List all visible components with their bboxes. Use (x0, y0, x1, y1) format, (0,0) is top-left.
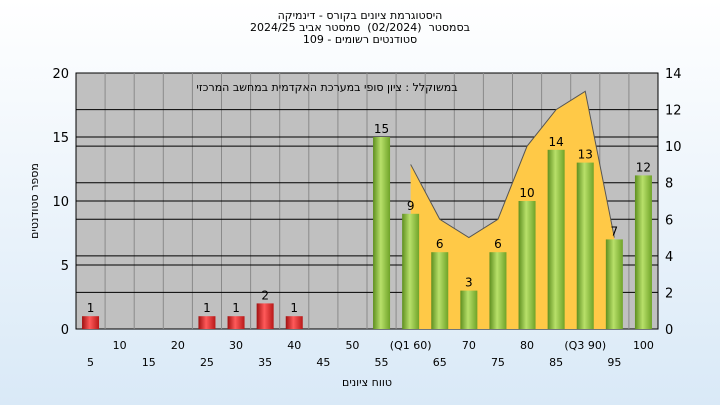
x-tick-label: (Q1 60) (390, 339, 432, 352)
y2-tick-label: 2 (665, 286, 673, 301)
bar (547, 149, 565, 329)
bar (285, 316, 303, 329)
x-tick-label: 85 (549, 356, 563, 369)
bar (402, 213, 420, 329)
bar-value-label: 1 (87, 301, 95, 315)
bar-value-label: 12 (636, 160, 651, 174)
title-line-1: היסטוגרמת ציונים בקורס - דינמיקה (277, 9, 443, 22)
x-tick-label: 15 (142, 356, 156, 369)
bar-value-label: 1 (290, 301, 298, 315)
bar (518, 201, 536, 329)
title-line-2: בסמסטר (02/2024) סמסטר אביב 2024/25 (249, 21, 471, 34)
x-tick-label: 65 (433, 356, 447, 369)
bar (198, 316, 216, 329)
x-tick-label: 35 (258, 356, 272, 369)
x-tick-label: 95 (607, 356, 621, 369)
y-tick-label: 15 (52, 131, 69, 146)
x-tick-label: 80 (520, 339, 534, 352)
x-tick-label: 70 (462, 339, 476, 352)
bar-value-label: 14 (549, 135, 564, 149)
bar-value-label: 3 (465, 276, 473, 290)
bar-value-label: 15 (374, 122, 389, 136)
bar-value-label: 2 (261, 288, 269, 302)
bar (82, 316, 100, 329)
x-tick-label: 50 (345, 339, 359, 352)
x-tick-label: 100 (633, 339, 654, 352)
x-tick-label: 40 (287, 339, 301, 352)
y2-tick-label: 14 (665, 67, 682, 82)
x-tick-label: 55 (375, 356, 389, 369)
y-axis-right: 0 2 4 6 8 10 12 14 (665, 67, 682, 338)
bar (227, 316, 245, 329)
y2-tick-label: 6 (665, 213, 673, 228)
x-tick-label: (Q3 90) (564, 339, 606, 352)
title-line-3: סטודנטים רשומים - 109 (302, 33, 418, 46)
bar-value-label: 9 (407, 199, 415, 213)
y-tick-label: 20 (52, 67, 69, 82)
bar (489, 252, 507, 329)
y-tick-label: 10 (52, 195, 69, 210)
chart-annotation: במשוקלל : ציון סופי במערכת האקדמית במחשב… (196, 81, 457, 94)
y-axis-title: מספר סטודנטים (28, 163, 41, 239)
y-tick-label: 0 (61, 323, 69, 338)
bar-value-label: 1 (203, 301, 211, 315)
y2-tick-label: 0 (665, 323, 673, 338)
bar-value-label: 10 (519, 186, 534, 200)
bar-value-label: 1 (232, 301, 240, 315)
bar (634, 175, 652, 329)
x-tick-label: 25 (200, 356, 214, 369)
bar-value-label: 13 (578, 148, 593, 162)
bars (82, 137, 652, 329)
y-axis-left: 0 5 10 15 20 (52, 67, 69, 338)
y-tick-label: 5 (61, 259, 69, 274)
x-tick-label: 75 (491, 356, 505, 369)
x-tick-label: 20 (171, 339, 185, 352)
bar-value-label: 7 (611, 224, 619, 238)
y2-tick-label: 8 (665, 177, 673, 192)
x-axis-title: טווח ציונים (342, 376, 392, 389)
bar (460, 290, 478, 329)
x-tick-label: 30 (229, 339, 243, 352)
chart-title: היסטוגרמת ציונים בקורס - דינמיקה בסמסטר … (0, 10, 720, 46)
x-axis: 5 10 15 20 25 30 35 40 45 50 55(Q1 60)65 70 75 80 85(Q… (87, 339, 654, 369)
y2-tick-label: 10 (665, 140, 682, 155)
bar (431, 252, 449, 329)
y2-tick-label: 4 (665, 250, 673, 265)
bar-value-label: 6 (436, 237, 444, 251)
x-tick-label: 5 (87, 356, 94, 369)
bar (605, 239, 623, 329)
bar-value-label: 6 (494, 237, 502, 251)
bar (373, 137, 391, 329)
x-tick-label: 45 (316, 356, 330, 369)
bar (256, 303, 274, 329)
area-line (410, 90, 615, 239)
x-tick-label: 10 (113, 339, 127, 352)
y2-tick-label: 12 (665, 104, 682, 119)
bar (576, 162, 594, 329)
